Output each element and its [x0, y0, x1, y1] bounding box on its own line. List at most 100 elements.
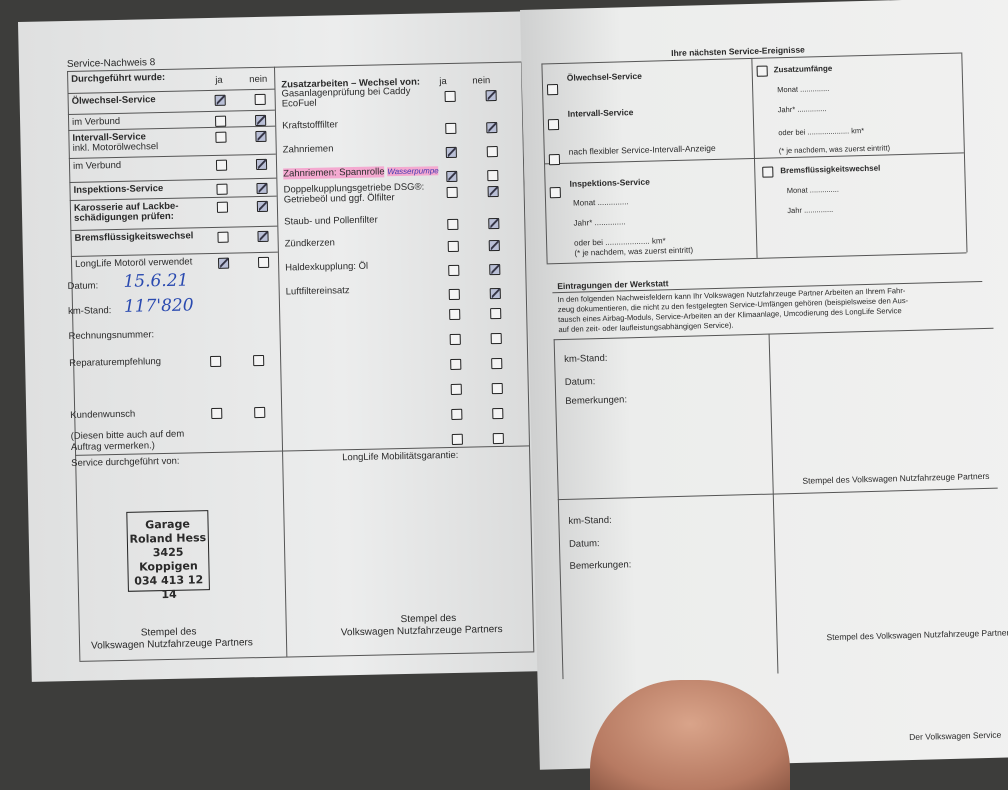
nein-header: nein — [249, 73, 268, 86]
kunden-nein-checkbox[interactable] — [254, 406, 266, 419]
service-ja-checkbox[interactable] — [216, 201, 229, 213]
intervall-checkbox[interactable] — [547, 119, 560, 131]
extra-nein-checkbox[interactable] — [489, 263, 501, 276]
service-nein-checkbox[interactable] — [257, 230, 269, 243]
extra-row-sub: EcoFuel — [281, 97, 317, 110]
empty-ja-checkbox[interactable] — [451, 408, 463, 421]
handwritten-note: Wasserpumpe — [387, 166, 439, 177]
service-nein-checkbox[interactable] — [256, 182, 268, 195]
rechnung-label: Rechnungsnummer: — [68, 329, 155, 343]
empty-ja-checkbox[interactable] — [449, 333, 461, 346]
extra-ja-checkbox[interactable] — [446, 186, 458, 199]
service-ja-checkbox[interactable] — [217, 257, 230, 269]
service-nein-checkbox[interactable] — [257, 256, 270, 269]
extra-row-text: Zündkerzen — [284, 237, 335, 250]
empty-nein-checkbox[interactable] — [490, 307, 502, 320]
stempel-label-r2: Stempel des Volkswagen Nutzfahrzeuge Par… — [826, 627, 1008, 643]
km-label-1: km-Stand: — [564, 352, 608, 365]
service-row-label: Inspektions-Service — [73, 182, 164, 196]
extra-row-label: Zahnriemen: Spannrolle Wasserpumpe — [283, 165, 439, 180]
stempel-label: Stempel des — [140, 626, 197, 639]
reparatur-nein-checkbox[interactable] — [253, 354, 265, 367]
service-nein-checkbox[interactable] — [255, 130, 267, 143]
service-nein-checkbox[interactable] — [256, 200, 269, 213]
service-nein-checkbox[interactable] — [255, 158, 268, 171]
empty-ja-checkbox[interactable] — [450, 383, 462, 396]
extra-nein-checkbox[interactable] — [487, 169, 499, 182]
reparatur-ja-checkbox[interactable] — [210, 355, 222, 368]
page-title: Service-Nachweis 8 — [66, 57, 156, 70]
page-footer: Der Volkswagen Service — [909, 729, 1002, 743]
brems-checkbox[interactable] — [762, 166, 774, 178]
jahr-field[interactable]: Jahr* .............. — [573, 217, 626, 228]
oel-checkbox[interactable] — [546, 84, 559, 96]
service-ja-checkbox[interactable] — [215, 131, 227, 143]
stamp-line: Roland Hess — [129, 531, 207, 546]
extra-nein-checkbox[interactable] — [486, 121, 498, 134]
extra-ja-checkbox[interactable] — [446, 170, 458, 183]
service-row-label: LongLife Motoröl verwendet — [74, 256, 193, 270]
ja-header-2: ja — [439, 76, 447, 88]
zusatz-label: Zusatzumfänge — [773, 63, 833, 75]
empty-nein-checkbox[interactable] — [492, 407, 504, 420]
extra-ja-checkbox[interactable] — [448, 264, 460, 277]
inspektion-checkbox[interactable] — [549, 186, 561, 199]
flex-label: nach flexibler Service-Intervall-Anzeige — [568, 142, 716, 157]
extra-nein-checkbox[interactable] — [486, 145, 498, 158]
kunden-note-2: Auftrag vermerken.) — [70, 440, 155, 453]
flex-checkbox[interactable] — [548, 154, 561, 166]
extra-nein-checkbox[interactable] — [487, 185, 499, 198]
empty-nein-checkbox[interactable] — [491, 357, 503, 370]
km-value[interactable]: 117'820 — [123, 295, 194, 317]
service-ja-checkbox[interactable] — [217, 231, 229, 243]
right-title: Ihre nächsten Service-Ereignisse — [671, 44, 805, 59]
extra-nein-checkbox[interactable] — [488, 239, 500, 252]
extra-ja-checkbox[interactable] — [445, 146, 457, 159]
empty-ja-checkbox[interactable] — [451, 433, 463, 446]
extra-row-text: Kraftstofffilter — [282, 119, 338, 132]
service-row-label: Bremsflüssigkeitswechsel — [74, 230, 194, 244]
zusatz-checkbox[interactable] — [756, 65, 768, 77]
service-nein-checkbox[interactable] — [255, 114, 267, 127]
empty-ja-checkbox[interactable] — [450, 358, 462, 371]
extra-nein-checkbox[interactable] — [489, 287, 501, 300]
mobility-label: LongLife Mobilitätsgarantie: — [342, 449, 459, 464]
stempel-label-r1: Stempel des Volkswagen Nutzfahrzeuge Par… — [802, 470, 990, 486]
empty-nein-checkbox[interactable] — [491, 382, 503, 395]
brems-monat[interactable]: Monat .............. — [786, 184, 840, 196]
service-ja-checkbox[interactable] — [215, 159, 228, 171]
service-nein-checkbox[interactable] — [254, 93, 266, 106]
extra-ja-checkbox[interactable] — [447, 218, 459, 231]
service-ja-checkbox[interactable] — [214, 94, 226, 106]
empty-nein-checkbox[interactable] — [492, 432, 504, 445]
extra-row-label: Kraftstofffilter — [282, 119, 338, 131]
stamp-line: 3425 Koppigen — [139, 545, 198, 574]
extra-ja-checkbox[interactable] — [445, 122, 457, 135]
extra-row-label: Zahnriemen — [283, 143, 334, 155]
zusatz-jahr[interactable]: Jahr* .............. — [777, 104, 827, 115]
zusatz-km[interactable]: oder bei .................... km* — [778, 126, 865, 138]
extra-ja-checkbox[interactable] — [444, 90, 456, 103]
service-ja-checkbox[interactable] — [216, 183, 228, 195]
garage-stamp: Garage Roland Hess 3425 Koppigen 034 413… — [126, 510, 210, 601]
monat-field[interactable]: Monat .............. — [572, 197, 629, 208]
kunden-ja-checkbox[interactable] — [211, 407, 223, 420]
extra-ja-checkbox[interactable] — [448, 288, 460, 301]
km-label: km-Stand: — [67, 305, 112, 318]
stamp-line: 034 413 12 14 — [134, 573, 204, 602]
empty-ja-checkbox[interactable] — [449, 308, 461, 321]
zusatz-monat[interactable]: Monat .............. — [777, 83, 830, 95]
extra-row-label: Staub- und Pollenfilter — [284, 215, 378, 228]
extra-nein-checkbox[interactable] — [488, 217, 500, 230]
zusatz-je: (* je nachdem, was zuerst eintritt) — [778, 143, 891, 156]
extra-ja-checkbox[interactable] — [447, 240, 459, 253]
service-ja-checkbox[interactable] — [215, 115, 227, 127]
bemerk-label-2: Bemerkungen: — [569, 559, 632, 572]
brems-jahr[interactable]: Jahr .............. — [787, 204, 834, 216]
extra-nein-checkbox[interactable] — [485, 89, 497, 102]
extra-row-text: Zahnriemen: Spannrolle — [283, 166, 385, 180]
datum-value[interactable]: 15.6.21 — [123, 270, 189, 292]
extra-row-label: Zündkerzen — [285, 237, 335, 249]
empty-nein-checkbox[interactable] — [490, 332, 502, 345]
reparatur-label: Reparaturempfehlung — [69, 356, 162, 370]
